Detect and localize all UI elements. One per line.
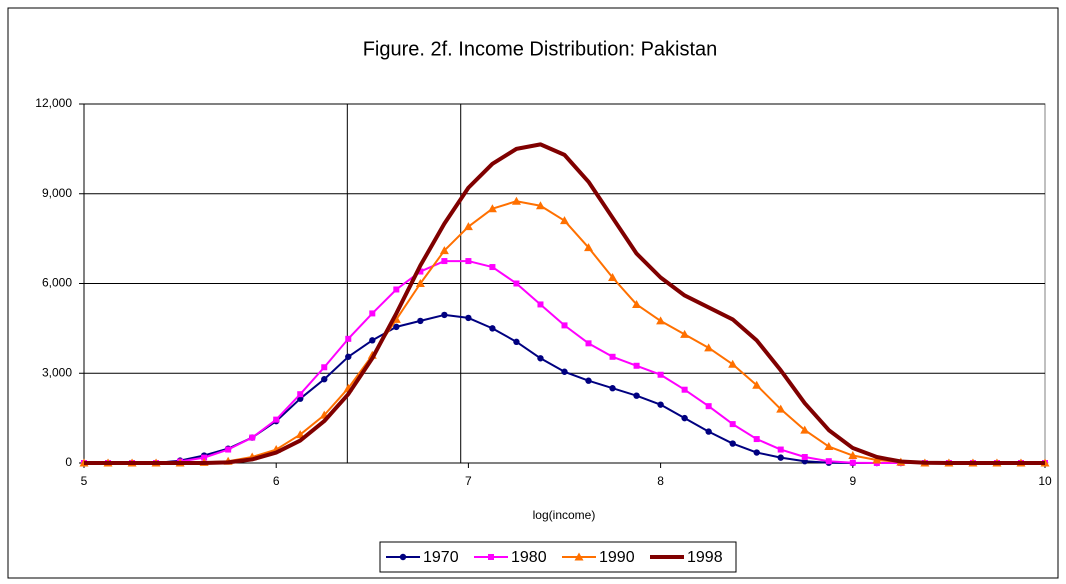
- data-point: [680, 329, 690, 338]
- y-tick-label: 6,000: [42, 276, 72, 290]
- data-point: [608, 273, 618, 282]
- x-tick-label: 10: [1038, 474, 1052, 488]
- y-tick-label: 12,000: [35, 96, 72, 110]
- data-point: [633, 362, 640, 369]
- data-point: [657, 371, 664, 378]
- data-point: [777, 446, 784, 453]
- legend-label: 1998: [687, 549, 723, 566]
- x-axis-label: log(income): [533, 508, 596, 522]
- data-point: [439, 246, 449, 255]
- y-tick-label: 3,000: [42, 365, 72, 379]
- x-tick-label: 5: [81, 474, 88, 488]
- legend-label: 1970: [423, 549, 459, 566]
- data-point: [753, 449, 760, 456]
- chart-title: Figure. 2f. Income Distribution: Pakista…: [363, 38, 718, 60]
- data-point: [729, 440, 736, 447]
- data-point: [249, 434, 256, 441]
- data-point: [295, 430, 305, 439]
- data-point: [537, 301, 544, 308]
- data-point: [537, 355, 544, 362]
- data-point: [489, 325, 496, 332]
- data-point: [776, 404, 786, 413]
- data-point: [585, 377, 592, 384]
- data-point: [321, 376, 328, 383]
- data-point: [561, 368, 568, 375]
- data-point: [574, 552, 584, 561]
- data-point: [441, 258, 448, 265]
- data-point: [513, 338, 520, 346]
- data-point: [609, 385, 616, 392]
- data-point: [705, 403, 712, 410]
- y-tick-label: 9,000: [42, 186, 72, 200]
- data-point: [369, 310, 376, 317]
- data-point: [752, 380, 762, 389]
- data-point: [415, 279, 425, 287]
- data-point: [681, 414, 688, 422]
- data-point: [584, 243, 594, 252]
- data-point: [513, 280, 520, 287]
- data-point: [417, 268, 424, 275]
- data-point: [465, 314, 472, 322]
- data-point: [728, 359, 738, 368]
- data-point: [800, 425, 810, 434]
- data-point: [441, 311, 448, 319]
- data-point: [824, 442, 834, 451]
- data-point: [825, 458, 832, 465]
- legend-label: 1990: [599, 549, 635, 566]
- data-point: [585, 340, 592, 347]
- data-point: [656, 316, 666, 325]
- data-point: [849, 459, 856, 466]
- data-point: [225, 446, 232, 453]
- data-point: [487, 204, 497, 213]
- data-point: [681, 386, 688, 393]
- data-point: [872, 455, 882, 464]
- data-point: [273, 416, 280, 423]
- data-point: [633, 392, 640, 399]
- x-tick-label: 6: [273, 474, 280, 488]
- data-point: [561, 322, 568, 329]
- data-point: [417, 317, 424, 325]
- data-point: [369, 337, 376, 344]
- data-point: [345, 353, 352, 360]
- data-point: [488, 554, 494, 560]
- x-tick-label: 7: [465, 474, 472, 488]
- data-point: [465, 258, 472, 265]
- data-point: [393, 286, 400, 293]
- data-point: [729, 421, 736, 428]
- data-point: [297, 391, 304, 398]
- data-point: [632, 299, 642, 308]
- data-point: [393, 323, 400, 331]
- data-point: [399, 553, 407, 561]
- data-point: [463, 222, 473, 231]
- x-tick-label: 8: [657, 474, 664, 488]
- x-tick-label: 9: [849, 474, 856, 488]
- data-point: [511, 196, 521, 205]
- data-point: [705, 428, 712, 435]
- data-point: [848, 451, 858, 460]
- data-point: [489, 264, 496, 271]
- series-line: [84, 142, 1045, 465]
- legend-label: 1980: [511, 549, 547, 566]
- data-point: [609, 353, 616, 360]
- data-point: [321, 364, 328, 371]
- legend: 1970 1980 1990 1998: [379, 541, 737, 573]
- data-point: [345, 335, 352, 342]
- y-tick-label: 0: [65, 455, 72, 469]
- data-point: [657, 401, 664, 408]
- data-point: [777, 454, 784, 461]
- data-point: [801, 454, 808, 461]
- data-point: [201, 454, 208, 461]
- data-point: [560, 216, 569, 225]
- data-point: [704, 343, 714, 352]
- data-point: [753, 436, 760, 443]
- data-point: [535, 201, 545, 210]
